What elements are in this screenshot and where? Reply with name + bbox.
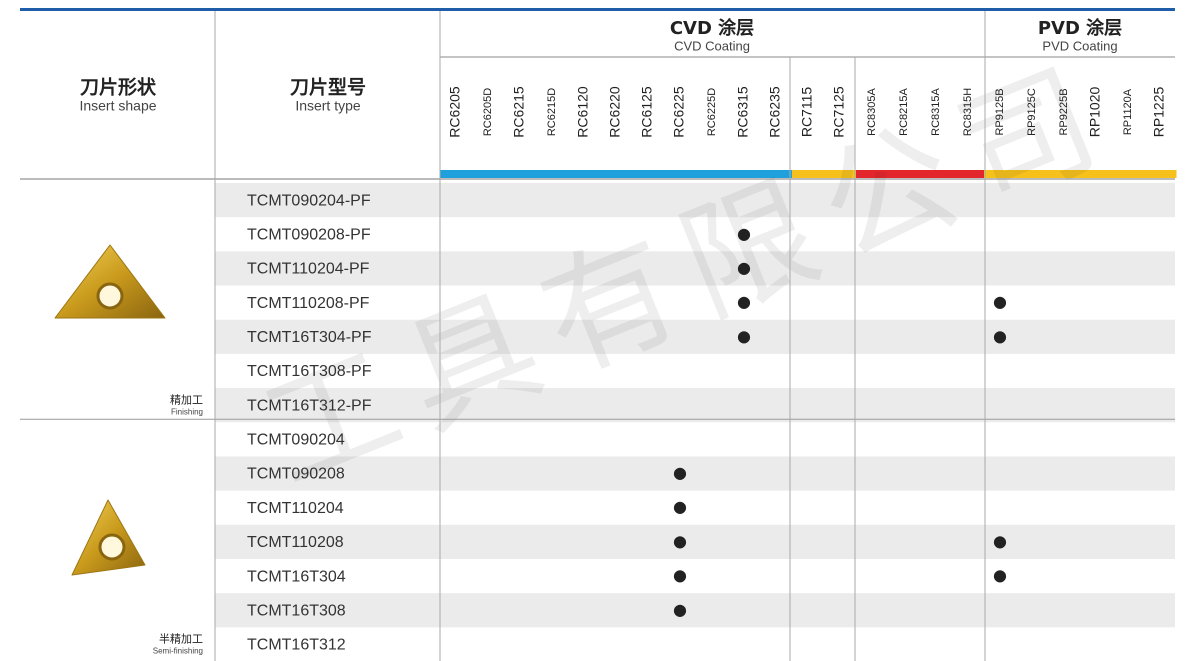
grade-label: RC6225D: [706, 88, 718, 136]
row-band: [215, 456, 1175, 491]
coating-bar: [1048, 170, 1081, 178]
coating-bar: [1080, 170, 1113, 178]
row-band: [215, 183, 1175, 218]
grade-label: RC6225: [671, 86, 687, 138]
shape-header-en: Insert shape: [79, 98, 156, 114]
pvd-header: PVD 涂层: [1038, 17, 1122, 39]
availability-dot: ●: [673, 497, 687, 516]
availability-dot: ●: [737, 224, 751, 243]
insert-type: TCMT16T304-PF: [247, 329, 372, 346]
grade-label: RC6315: [735, 86, 751, 138]
insert-type: TCMT110204-PF: [247, 261, 370, 278]
grade-label: RP1020: [1087, 86, 1103, 137]
grade-label: RC8305A: [866, 87, 878, 135]
coating-bar: [728, 170, 761, 178]
type-header-en: Insert type: [295, 98, 361, 114]
availability-dot: ●: [673, 463, 687, 482]
grade-label: RC8315H: [962, 88, 974, 136]
insert-type: TCMT16T308-PF: [247, 363, 372, 380]
row-band: [215, 593, 1175, 628]
coating-bar: [600, 170, 633, 178]
row-band: [215, 251, 1175, 286]
coating-bar: [824, 170, 857, 178]
coating-bar: [792, 170, 825, 178]
coating-bar: [504, 170, 537, 178]
coating-bar: [888, 170, 921, 178]
insert-type: TCMT110208-PF: [247, 295, 370, 312]
insert-type: TCMT16T312-PF: [247, 397, 372, 414]
insert-type: TCMT16T308: [247, 602, 346, 619]
availability-dot: ●: [993, 531, 1007, 550]
coating-bar: [696, 170, 729, 178]
availability-dot: ●: [993, 326, 1007, 345]
grade-label: RC6205D: [482, 88, 494, 136]
grade-label: RC7115: [799, 87, 815, 138]
insert-image: [54, 244, 166, 319]
insert-image: [71, 499, 146, 576]
coating-bar: [920, 170, 953, 178]
coating-bar: [1112, 170, 1145, 178]
coating-bar: [1016, 170, 1049, 178]
grade-label: RC8315A: [930, 87, 942, 135]
cvd-header-en: CVD Coating: [674, 38, 750, 53]
insert-type: TCMT110208: [247, 534, 344, 551]
availability-dot: ●: [737, 292, 751, 311]
pvd-header-en: PVD Coating: [1042, 38, 1117, 53]
availability-dot: ●: [737, 326, 751, 345]
type-header: 刀片型号: [290, 76, 366, 99]
availability-dot: ●: [993, 292, 1007, 311]
top-rule: [20, 8, 1175, 11]
coating-bar: [536, 170, 569, 178]
availability-dot: ●: [673, 600, 687, 619]
grade-label: RC6220: [607, 86, 623, 138]
coating-bar: [760, 170, 793, 178]
grade-label: RC6235: [767, 86, 783, 138]
grade-label: RC6215: [511, 86, 527, 138]
availability-dot: ●: [993, 566, 1007, 585]
availability-dot: ●: [737, 258, 751, 277]
grade-label: RC6215D: [546, 88, 558, 136]
group-label: 精加工: [170, 393, 203, 406]
coating-bar: [984, 170, 1017, 178]
grade-label: RP9125C: [1026, 88, 1038, 136]
insert-type: TCMT090204-PF: [247, 192, 371, 209]
grade-label: RC6120: [575, 86, 591, 138]
insert-type: TCMT110204: [247, 500, 344, 517]
availability-dot: ●: [673, 531, 687, 550]
coating-bar: [952, 170, 985, 178]
coating-bar: [472, 170, 505, 178]
grade-label: RP9125B: [994, 88, 1006, 135]
grade-label: RC7125: [831, 86, 847, 138]
grade-label: RC8215A: [898, 87, 910, 135]
insert-type: TCMT16T304: [247, 568, 346, 585]
row-band: [215, 319, 1175, 354]
coating-bar: [632, 170, 665, 178]
insert-type: TCMT16T312: [247, 637, 346, 654]
row-band: [215, 388, 1175, 423]
insert-type: TCMT090208-PF: [247, 226, 371, 243]
coating-bar: [664, 170, 697, 178]
group-label: 半精加工: [159, 632, 203, 646]
grade-label: RC6125: [639, 86, 655, 138]
coating-bar: [568, 170, 601, 178]
coating-bar: [1144, 170, 1177, 178]
grade-label: RC6205: [447, 86, 463, 138]
insert-type: TCMT090208: [247, 466, 345, 483]
coating-bar: [856, 170, 889, 178]
group-label-en: Semi-finishing: [153, 647, 203, 656]
insert-type: TCMT090204: [247, 432, 345, 449]
grade-label: RP1120A: [1122, 88, 1134, 135]
shape-header: 刀片形状: [80, 76, 157, 99]
row-band: [215, 524, 1175, 559]
grade-label: RP9225B: [1058, 88, 1070, 135]
availability-dot: ●: [673, 566, 687, 585]
coating-bar: [440, 170, 473, 178]
grade-label: RP1225: [1151, 86, 1167, 137]
cvd-header: CVD 涂层: [670, 17, 754, 39]
group-label-en: Finishing: [171, 407, 203, 416]
